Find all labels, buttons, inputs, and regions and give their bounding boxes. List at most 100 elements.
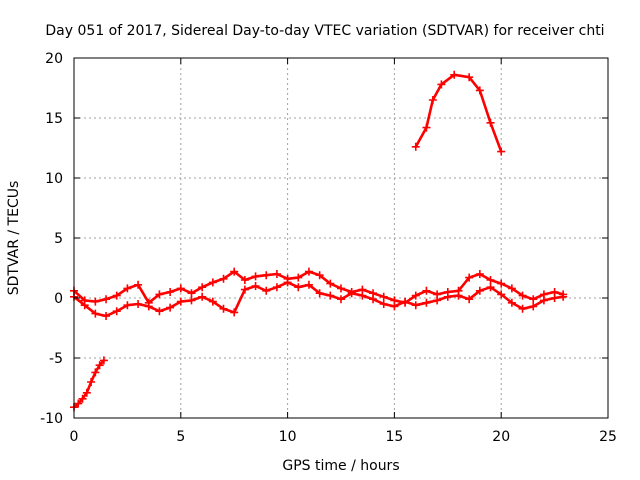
x-tick-label: 5 — [176, 429, 185, 445]
data-point — [283, 278, 292, 287]
x-tick-label: 15 — [385, 429, 403, 445]
data-point — [176, 284, 185, 293]
data-point — [187, 289, 196, 298]
y-tick-label: 15 — [45, 111, 63, 127]
data-point — [144, 302, 153, 311]
data-point — [559, 292, 568, 301]
data-point — [82, 388, 91, 397]
data-point — [78, 394, 87, 403]
data-point — [326, 279, 335, 288]
y-tick-label: 20 — [45, 51, 63, 67]
data-point — [379, 292, 388, 301]
data-point — [326, 291, 335, 300]
x-tick-label: 10 — [279, 429, 297, 445]
data-point — [251, 272, 260, 281]
y-tick-label: 5 — [54, 231, 63, 247]
data-point — [443, 292, 452, 301]
series-segment-baseline-b — [70, 278, 568, 320]
data-point — [294, 273, 303, 282]
data-point — [433, 296, 442, 305]
data-point — [411, 142, 420, 151]
data-point — [486, 276, 495, 284]
data-point — [208, 278, 217, 287]
data-point — [428, 96, 437, 104]
data-point — [450, 70, 459, 79]
x-axis-label: GPS time / hours — [282, 458, 399, 474]
data-point — [337, 295, 345, 304]
data-point — [123, 284, 132, 293]
data-point — [337, 284, 345, 293]
y-axis-label: SDTVAR / TECUs — [6, 181, 22, 296]
data-point — [411, 291, 420, 300]
y-tick-label: 10 — [45, 171, 63, 187]
y-tick-label: 0 — [54, 291, 63, 307]
data-point — [102, 312, 111, 320]
data-point — [475, 86, 484, 95]
data-point — [304, 280, 313, 289]
data-point — [475, 270, 484, 278]
data-point — [134, 300, 143, 308]
y-tick-label: -10 — [40, 411, 63, 427]
data-point — [91, 368, 100, 377]
data-point — [422, 286, 431, 295]
data-point — [198, 292, 207, 301]
data-point — [358, 291, 367, 300]
data-point — [80, 301, 89, 310]
data-point — [251, 282, 260, 290]
data-point — [465, 73, 474, 82]
data-point — [176, 297, 185, 306]
data-point — [123, 301, 132, 310]
data-point — [304, 267, 313, 276]
data-point — [518, 291, 527, 300]
data-point — [529, 295, 538, 304]
data-point — [198, 283, 207, 292]
chart-title: Day 051 of 2017, Sidereal Day-to-day VTE… — [45, 23, 604, 39]
data-point — [486, 118, 495, 127]
data-point — [74, 399, 83, 408]
data-point — [465, 295, 474, 304]
data-point — [550, 294, 559, 302]
data-point — [112, 307, 121, 316]
data-point — [486, 283, 495, 292]
data-point — [454, 291, 463, 300]
data-point — [99, 356, 108, 365]
data-point — [529, 302, 538, 311]
data-point — [272, 270, 281, 278]
data-point — [401, 297, 410, 306]
data-point — [369, 295, 378, 304]
data-point — [219, 304, 228, 313]
data-point — [379, 300, 388, 308]
data-point — [187, 296, 196, 305]
data-point — [91, 309, 100, 318]
data-point — [507, 284, 516, 293]
data-point — [230, 308, 239, 317]
data-point — [518, 304, 527, 313]
data-point — [208, 297, 217, 306]
data-point — [112, 291, 121, 300]
data-point — [475, 286, 484, 295]
x-tick-label: 20 — [492, 429, 510, 445]
data-point — [411, 301, 420, 310]
data-point — [497, 290, 506, 299]
data-point — [166, 288, 175, 296]
data-point — [166, 303, 175, 312]
data-point — [422, 298, 431, 307]
series-segment-afternoon-arc — [411, 70, 506, 156]
data-point — [102, 295, 111, 304]
data-point — [87, 378, 96, 386]
axis-ticks: 0 5 10 15 20 25 -10 -5 0 5 10 15 20 — [40, 51, 617, 445]
data-point — [390, 302, 399, 311]
y-tick-label: -5 — [49, 351, 63, 367]
data-point — [294, 283, 303, 292]
x-tick-label: 25 — [599, 429, 617, 445]
data-point — [155, 307, 164, 316]
data-point — [95, 361, 104, 370]
data-point — [272, 283, 281, 292]
grid-lines — [74, 58, 608, 418]
data-point — [219, 274, 228, 283]
data-point — [437, 80, 446, 89]
data-point — [315, 289, 324, 298]
data-point — [539, 296, 548, 305]
